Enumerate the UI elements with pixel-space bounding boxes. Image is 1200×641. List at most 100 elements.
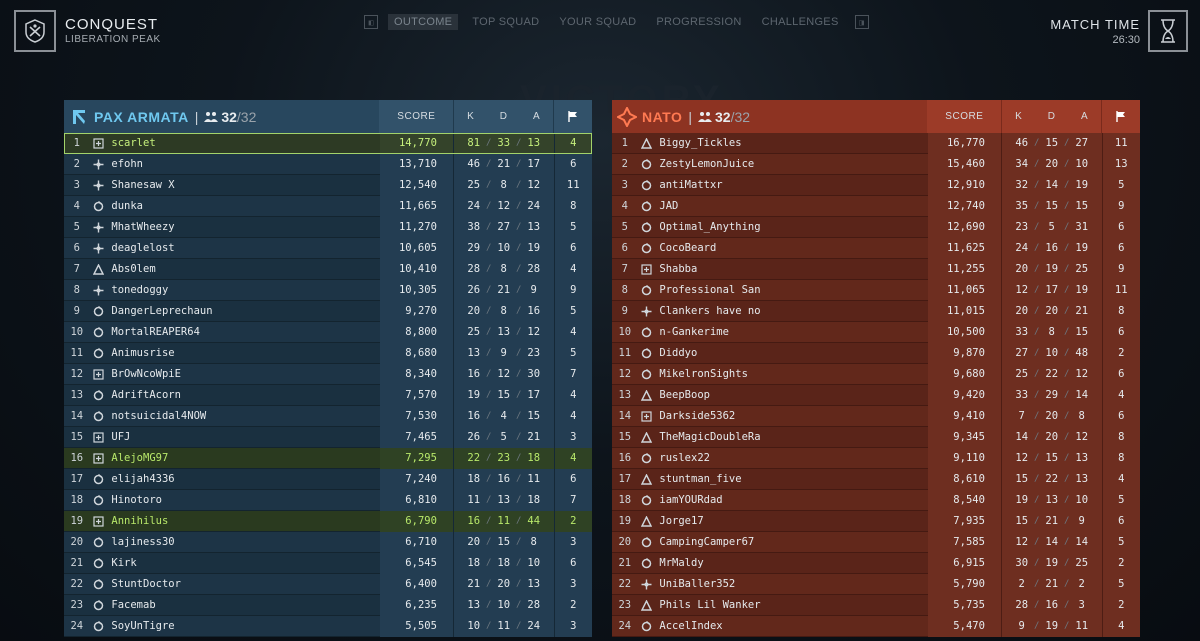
player-row[interactable]: 16 AlejoMG97 7,295 22/23/18 4 bbox=[64, 447, 592, 469]
player-assists: 13 bbox=[1075, 452, 1089, 464]
flag-icon[interactable] bbox=[1102, 100, 1140, 133]
column-header-assists[interactable]: A bbox=[1068, 100, 1102, 133]
player-row[interactable]: 5 MhatWheezy 11,270 38/27/13 5 bbox=[64, 216, 592, 238]
player-score: 12,540 bbox=[379, 174, 453, 196]
column-header-score[interactable]: SCORE bbox=[379, 100, 454, 133]
player-row[interactable]: 12 BrOwNcoWpiE 8,340 16/12/30 7 bbox=[64, 363, 592, 385]
player-row[interactable]: 15 UFJ 7,465 26/5/21 3 bbox=[64, 426, 592, 448]
player-flags: 2 bbox=[1102, 552, 1140, 574]
player-row[interactable]: 13 BeepBoop 9,420 33/29/14 4 bbox=[612, 384, 1140, 406]
player-kills: 16 bbox=[467, 515, 481, 527]
column-header-deaths[interactable]: D bbox=[1035, 100, 1069, 133]
next-tab-key-icon[interactable]: ◨ bbox=[854, 15, 869, 29]
player-row[interactable]: 18 iamYOURdad 8,540 19/13/10 5 bbox=[612, 489, 1140, 511]
player-row[interactable]: 22 StuntDoctor 6,400 21/20/13 3 bbox=[64, 573, 592, 595]
player-row[interactable]: 19 Annihilus 6,790 16/11/44 2 bbox=[64, 510, 592, 532]
recon-class-icon bbox=[638, 306, 656, 317]
player-assists: 30 bbox=[527, 368, 541, 380]
player-row[interactable]: 12 MikelronSights 9,680 25/22/12 6 bbox=[612, 363, 1140, 385]
player-row[interactable]: 21 MrMaldy 6,915 30/19/25 2 bbox=[612, 552, 1140, 574]
player-kills: 9 bbox=[1018, 620, 1025, 632]
player-row[interactable]: 10 MortalREAPER64 8,800 25/13/12 4 bbox=[64, 321, 592, 343]
column-header-kills[interactable]: K bbox=[1002, 100, 1036, 133]
player-count: 32 bbox=[715, 108, 731, 125]
player-flags: 6 bbox=[554, 552, 592, 574]
top-bar: CONQUEST LIBERATION PEAK ◧ OUTCOME TOP S… bbox=[0, 0, 1200, 64]
column-header-deaths[interactable]: D bbox=[487, 100, 521, 133]
player-row[interactable]: 7 Abs0lem 10,410 28/8/28 4 bbox=[64, 258, 592, 280]
player-rank: 8 bbox=[621, 284, 628, 296]
player-row[interactable]: 2 efohn 13,710 46/21/17 6 bbox=[64, 153, 592, 175]
player-deaths: 16 bbox=[1045, 599, 1059, 611]
player-row[interactable]: 4 dunka 11,665 24/12/24 8 bbox=[64, 195, 592, 217]
player-row[interactable]: 16 ruslex22 9,110 12/15/13 8 bbox=[612, 447, 1140, 469]
player-kills: 19 bbox=[1015, 494, 1029, 506]
column-header-kills[interactable]: K bbox=[454, 100, 488, 133]
player-row[interactable]: 20 lajiness30 6,710 20/15/8 3 bbox=[64, 531, 592, 553]
player-row[interactable]: 20 CampingCamper67 7,585 12/14/14 5 bbox=[612, 531, 1140, 553]
player-row[interactable]: 3 Shanesaw X 12,540 25/8/12 11 bbox=[64, 174, 592, 196]
player-name: SoyUnTigre bbox=[111, 620, 175, 632]
prev-tab-key-icon[interactable]: ◧ bbox=[364, 15, 378, 29]
player-row[interactable]: 17 stuntman_five 8,610 15/22/13 4 bbox=[612, 468, 1140, 490]
player-row[interactable]: 8 tonedoggy 10,305 26/21/9 9 bbox=[64, 279, 592, 301]
player-row[interactable]: 18 Hinotoro 6,810 11/13/18 7 bbox=[64, 489, 592, 511]
player-row[interactable]: 1 scarlet 14,770 81/33/13 4 bbox=[64, 132, 592, 154]
player-deaths: 19 bbox=[1045, 620, 1059, 632]
player-row[interactable]: 23 Phils Lil Wanker 5,735 28/16/3 2 bbox=[612, 594, 1140, 616]
player-row[interactable]: 21 Kirk 6,545 18/18/10 6 bbox=[64, 552, 592, 574]
player-row[interactable]: 9 DangerLeprechaun 9,270 20/8/16 5 bbox=[64, 300, 592, 322]
tab-challenges[interactable]: CHALLENGES bbox=[761, 16, 839, 28]
column-header-assists[interactable]: A bbox=[520, 100, 554, 133]
player-deaths: 21 bbox=[1045, 578, 1059, 590]
player-row[interactable]: 4 JAD 12,740 35/15/15 9 bbox=[612, 195, 1140, 217]
player-kda: 26/21/9 bbox=[453, 279, 554, 301]
player-row[interactable]: 5 Optimal_Anything 12,690 23/5/31 6 bbox=[612, 216, 1140, 238]
player-row[interactable]: 6 CocoBeard 11,625 24/16/19 6 bbox=[612, 237, 1140, 259]
engineer-class-icon bbox=[638, 158, 656, 170]
player-row[interactable]: 24 SoyUnTigre 5,505 10/11/24 3 bbox=[64, 615, 592, 637]
player-row[interactable]: 8 Professional San 11,065 12/17/19 11 bbox=[612, 279, 1140, 301]
recon-class-icon bbox=[90, 222, 108, 233]
player-row[interactable]: 1 Biggy_Tickles 16,770 46/15/27 11 bbox=[612, 132, 1140, 154]
tab-your-squad[interactable]: YOUR SQUAD bbox=[559, 16, 637, 28]
flag-icon[interactable] bbox=[554, 100, 592, 133]
tab-top-squad[interactable]: TOP SQUAD bbox=[472, 16, 540, 28]
player-row[interactable]: 2 ZestyLemonJuice 15,460 34/20/10 13 bbox=[612, 153, 1140, 175]
player-row[interactable]: 15 TheMagicDoubleRa 9,345 14/20/12 8 bbox=[612, 426, 1140, 448]
player-score: 8,680 bbox=[379, 342, 453, 364]
player-row[interactable]: 6 deaglelost 10,605 29/10/19 6 bbox=[64, 237, 592, 259]
player-row[interactable]: 13 AdriftAcorn 7,570 19/15/17 4 bbox=[64, 384, 592, 406]
player-flags: 4 bbox=[554, 384, 592, 406]
player-row[interactable]: 23 Facemab 6,235 13/10/28 2 bbox=[64, 594, 592, 616]
player-kills: 24 bbox=[467, 200, 481, 212]
player-row[interactable]: 22 UniBaller352 5,790 2/21/2 5 bbox=[612, 573, 1140, 595]
player-kda: 9/19/11 bbox=[1001, 615, 1102, 637]
player-row[interactable]: 24 AccelIndex 5,470 9/19/11 4 bbox=[612, 615, 1140, 637]
player-row[interactable]: 10 n-Gankerime 10,500 33/8/15 6 bbox=[612, 321, 1140, 343]
engineer-class-icon bbox=[90, 410, 108, 422]
player-row[interactable]: 14 notsuicidal4NOW 7,530 16/4/15 4 bbox=[64, 405, 592, 427]
player-row[interactable]: 9 Clankers have no 11,015 20/20/21 8 bbox=[612, 300, 1140, 322]
player-kills: 20 bbox=[1015, 305, 1029, 317]
player-row[interactable]: 14 Darkside5362 9,410 7/20/8 6 bbox=[612, 405, 1140, 427]
player-score: 10,305 bbox=[379, 279, 453, 301]
player-row[interactable]: 17 elijah4336 7,240 18/16/11 6 bbox=[64, 468, 592, 490]
tab-outcome[interactable]: OUTCOME bbox=[388, 14, 459, 30]
player-assists: 19 bbox=[1075, 284, 1089, 296]
player-kda: 25/22/12 bbox=[1001, 363, 1102, 385]
player-name: MortalREAPER64 bbox=[111, 326, 200, 338]
player-row[interactable]: 7 Shabba 11,255 20/19/25 9 bbox=[612, 258, 1140, 280]
column-header-score[interactable]: SCORE bbox=[927, 100, 1002, 133]
player-row[interactable]: 11 Animusrise 8,680 13/9/23 5 bbox=[64, 342, 592, 364]
tab-progression[interactable]: PROGRESSION bbox=[656, 16, 742, 28]
player-row[interactable]: 19 Jorge17 7,935 15/21/9 6 bbox=[612, 510, 1140, 532]
player-kda: 23/5/31 bbox=[1001, 216, 1102, 238]
team-header: PAX ARMATA | 32/32 SCORE K D A bbox=[64, 100, 592, 133]
player-deaths: 5 bbox=[500, 431, 507, 443]
player-kills: 33 bbox=[1015, 389, 1029, 401]
player-row[interactable]: 3 antiMattxr 12,910 32/14/19 5 bbox=[612, 174, 1140, 196]
support-class-icon bbox=[90, 368, 108, 380]
player-row[interactable]: 11 Diddyo 9,870 27/10/48 2 bbox=[612, 342, 1140, 364]
player-name: CampingCamper67 bbox=[659, 536, 755, 548]
